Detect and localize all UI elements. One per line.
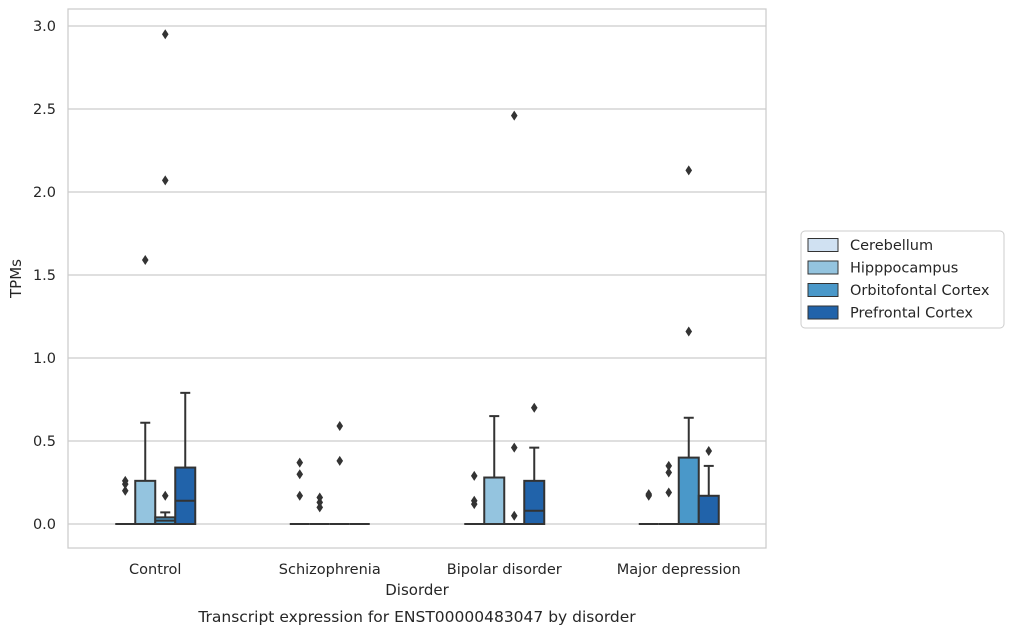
outlier-marker: [645, 489, 653, 500]
y-tick-label: 0.5: [33, 434, 56, 450]
outlier-marker: [665, 487, 673, 498]
plot-frame: [67, 8, 767, 549]
box-hipppocampus: [658, 460, 679, 525]
box-hipppocampus: [309, 492, 330, 525]
box-orbitofontal-cortex: [677, 165, 700, 526]
gridlines: [68, 25, 766, 525]
x-axis-label: Disorder: [385, 581, 449, 599]
y-tick-label: 2.0: [33, 185, 56, 201]
outlier-marker: [161, 29, 169, 40]
legend-swatch: [807, 305, 839, 320]
legend-label: Prefrontal Cortex: [850, 306, 973, 322]
outlier-marker: [121, 475, 129, 486]
outlier-marker: [141, 255, 149, 266]
outlier-marker: [336, 421, 344, 432]
y-tick-label: 0.0: [33, 517, 56, 533]
outlier-marker: [685, 326, 693, 337]
box-cerebellum: [115, 475, 136, 525]
outlier-marker: [296, 469, 304, 480]
outlier-marker: [161, 175, 169, 186]
box-body: [483, 476, 506, 525]
outlier-marker: [510, 510, 518, 521]
outlier-marker: [470, 470, 478, 481]
box-hipppocampus: [134, 255, 157, 525]
box-orbitofontal-cortex: [504, 110, 525, 525]
outlier-marker: [296, 490, 304, 501]
outlier-marker: [316, 492, 324, 503]
x-tick-label: Control: [129, 562, 181, 578]
box-orbitofontal-cortex: [329, 421, 350, 525]
outlier-marker: [510, 110, 518, 121]
y-tick-label: 2.5: [33, 102, 56, 118]
legend: Cerebellum Hipppocampus Orbitofontal Corte…: [800, 230, 1005, 329]
legend-label: Hipppocampus: [850, 261, 958, 277]
legend-label: Orbitofontal Cortex: [850, 283, 990, 299]
box-prefrontal-cortex: [697, 445, 720, 525]
legend-swatch: [807, 260, 839, 275]
y-tick-label: 1.0: [33, 351, 56, 367]
legend-frame: [800, 230, 1005, 329]
x-tick-label: Schizophrenia: [279, 562, 381, 578]
y-tick-label: 3.0: [33, 19, 56, 35]
outlier-marker: [161, 490, 169, 501]
box-cerebellum: [464, 470, 485, 525]
box-body: [523, 479, 546, 525]
outlier-marker: [296, 457, 304, 468]
box-hipppocampus: [483, 415, 506, 525]
outlier-marker: [665, 460, 673, 471]
outlier-marker: [685, 165, 693, 176]
x-tick-label: Major depression: [617, 562, 741, 578]
box-cerebellum: [289, 457, 310, 525]
box-body: [134, 479, 157, 525]
x-tick-label: Bipolar disorder: [447, 562, 562, 578]
y-tick-labels: 0.0 0.5 1.0 1.5 2.0 2.5 3.0: [33, 19, 56, 533]
y-axis-label: TPMs: [7, 259, 25, 299]
outlier-marker: [470, 495, 478, 506]
outlier-marker: [336, 455, 344, 466]
box-body: [677, 456, 700, 526]
box-prefrontal-cortex: [523, 402, 546, 525]
outlier-marker: [530, 402, 538, 413]
box-body: [174, 466, 197, 525]
x-tick-labels: Control Schizophrenia Bipolar disorder Majo…: [129, 562, 741, 578]
legend-swatch: [807, 283, 839, 297]
chart-caption: Transcript expression for ENST0000048304…: [197, 608, 636, 626]
y-tick-label: 1.5: [33, 268, 56, 284]
box-prefrontal-cortex: [174, 391, 197, 525]
legend-label: Cerebellum: [850, 238, 933, 254]
box-body: [697, 494, 720, 525]
outlier-marker: [705, 445, 713, 456]
outlier-marker: [665, 467, 673, 478]
box-cerebellum: [638, 489, 659, 525]
legend-swatch: [807, 238, 839, 252]
outlier-marker: [510, 442, 518, 453]
box-orbitofontal-cortex: [154, 29, 177, 525]
boxes: [115, 29, 720, 526]
outlier-marker: [121, 485, 129, 496]
